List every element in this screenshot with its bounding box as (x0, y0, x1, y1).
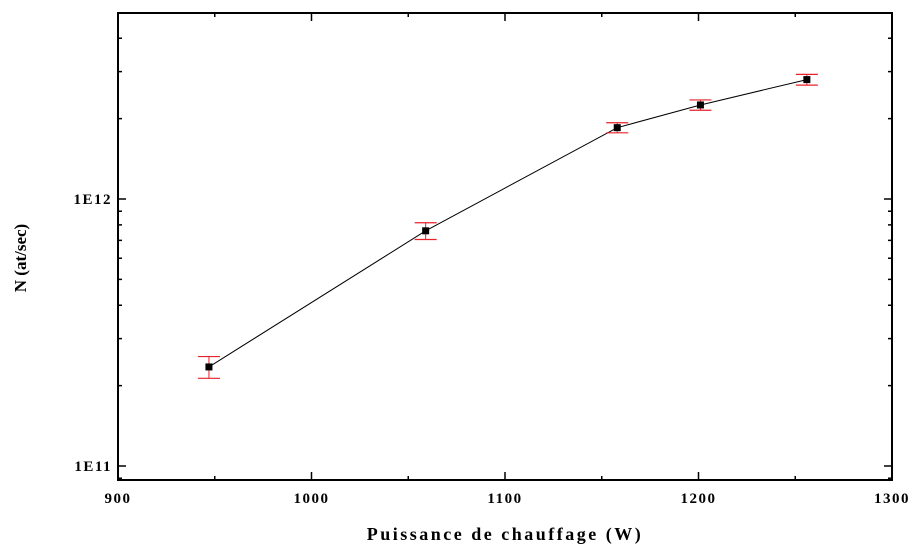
y-tick-label: 1E11 (74, 459, 112, 475)
y-tick-label: 1E12 (73, 192, 112, 208)
data-point (613, 124, 621, 132)
x-axis-tick-labels: 900 1000 1100 1200 1300 (105, 491, 910, 507)
data-point (205, 363, 213, 371)
x-tick-label: 1200 (681, 491, 717, 507)
x-tick-label: 1300 (874, 491, 910, 507)
x-axis-ticks (117, 13, 893, 480)
data-point (803, 76, 811, 84)
data-markers (205, 76, 811, 371)
series-line (208, 79, 807, 368)
plot-frame (117, 12, 893, 481)
error-bars (197, 73, 818, 379)
x-tick-label: 1100 (487, 491, 522, 507)
y-axis-ticks (118, 37, 892, 479)
x-axis-label: Puissance de chauffage (W) (367, 524, 643, 545)
x-tick-label: 900 (105, 491, 132, 507)
data-point (422, 227, 430, 235)
x-tick-label: 1000 (294, 491, 330, 507)
y-axis-tick-labels: 1E11 1E12 (73, 192, 112, 475)
y-axis-label: N (at/sec) (11, 224, 30, 292)
data-point (696, 101, 704, 109)
